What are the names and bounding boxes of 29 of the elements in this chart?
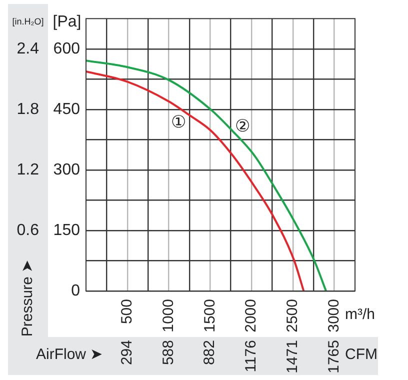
y-tick-label: 600 (53, 40, 80, 58)
x2-tick-label: 1471 (284, 340, 302, 374)
x-axis-title: m³/h (345, 306, 375, 324)
y2-tick-label: 1.2 (16, 161, 40, 178)
x2-tick-label: 588 (160, 340, 177, 366)
y-tick-label: 0 (71, 282, 80, 300)
x-tick-label: 1500 (201, 299, 218, 332)
y-tick-label: 150 (53, 222, 80, 239)
x2-tick-label: 294 (118, 340, 136, 366)
x2-tick-label: 1765 (325, 340, 342, 374)
x-tick-label: 3000 (325, 299, 342, 332)
x-tick-label: 500 (118, 299, 136, 324)
text: AirFlow ➤ (36, 346, 104, 364)
series-label: ① (170, 112, 186, 132)
x2-tick-label: 1176 (242, 340, 260, 372)
x-tick-label: 2000 (242, 299, 260, 332)
y-tick-label: 300 (53, 161, 80, 178)
y2-tick-label: 1.8 (16, 100, 40, 118)
x-tick-label: 1000 (160, 299, 177, 332)
x2-axis-title: CFM (345, 346, 378, 364)
x2-tick-label: 882 (201, 340, 218, 366)
y-axis-title: [Pa] (52, 13, 82, 30)
series-label: ② (234, 116, 250, 136)
y2-tick-label: 0.6 (16, 222, 40, 239)
x-tick-label: 2500 (284, 299, 302, 332)
text: Pressure ➤ (19, 259, 36, 337)
y-tick-label: 450 (53, 100, 80, 118)
y2-tick-label: 2.4 (16, 40, 40, 58)
y2-axis-title: [in.H₂O] (12, 16, 44, 26)
